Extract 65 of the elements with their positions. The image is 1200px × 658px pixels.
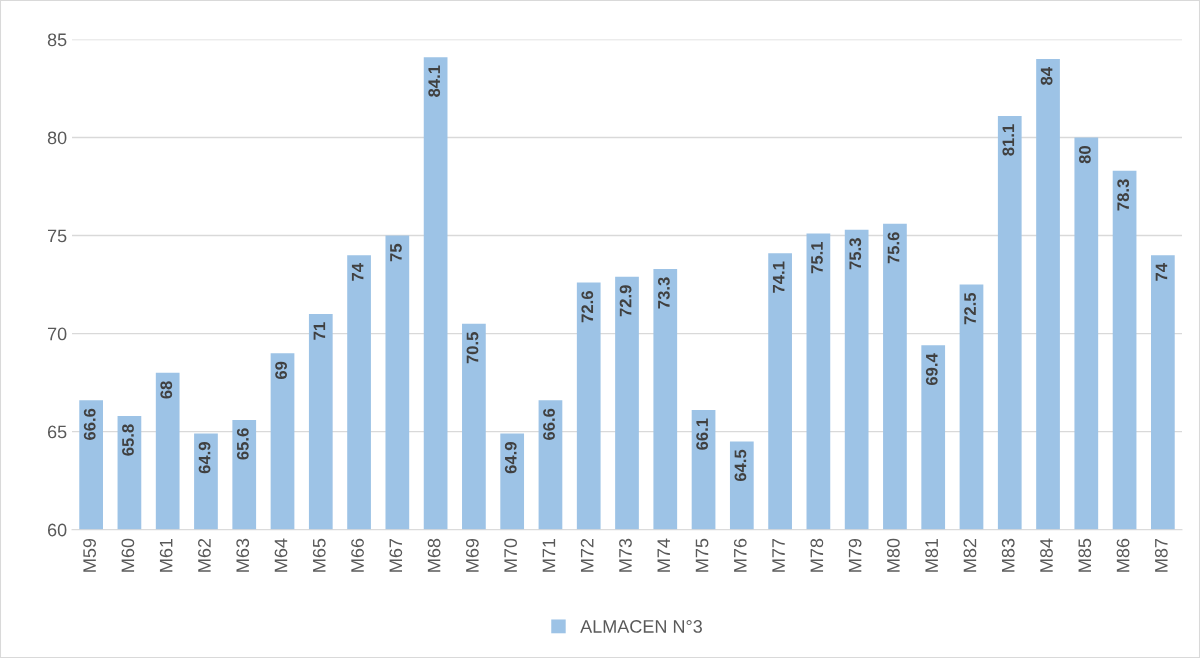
x-tick-label: M72 — [580, 538, 594, 572]
x-tick-label: M86 — [1116, 538, 1130, 572]
data-label: 75.1 — [811, 241, 823, 274]
x-tick-label: M82 — [963, 538, 977, 572]
y-tick-label: 65 — [47, 425, 67, 439]
x-tick-label: M66 — [351, 538, 364, 572]
x-tick-label: M70 — [504, 538, 518, 572]
data-label: 66.1 — [696, 418, 709, 450]
x-tick-label: M59 — [83, 538, 96, 572]
data-label: 65.8 — [122, 424, 134, 456]
x-tick-label: M71 — [542, 538, 556, 572]
data-label: 64.9 — [504, 442, 517, 474]
data-label: 70.5 — [466, 332, 479, 364]
data-label: 84 — [1040, 67, 1053, 85]
y-tick-label: 60 — [47, 523, 67, 537]
data-label: 66.6 — [543, 408, 555, 440]
y-tick-label: 70 — [47, 327, 67, 341]
y-tick-label: 80 — [47, 131, 67, 145]
x-tick-label: M73 — [619, 538, 632, 572]
data-label: 74.1 — [772, 261, 785, 293]
x-tick-label: M67 — [389, 538, 403, 572]
x-tick-label: M68 — [427, 538, 441, 572]
data-label: 71 — [313, 322, 326, 340]
data-label: 65.6 — [236, 428, 249, 460]
data-label: 75.6 — [887, 232, 900, 264]
legend-label: ALMACEN N°3 — [580, 620, 702, 633]
data-label: 64.9 — [198, 442, 211, 474]
data-label: 66.6 — [83, 408, 96, 440]
data-label: 64.5 — [734, 449, 747, 482]
data-label: 80 — [1078, 146, 1091, 164]
data-label: 84.1 — [428, 65, 441, 97]
x-tick-label: M79 — [848, 538, 862, 572]
y-tick-label: 75 — [47, 229, 67, 243]
data-label: 75.3 — [849, 238, 862, 270]
x-tick-label: M69 — [465, 538, 479, 572]
x-tick-label: M74 — [657, 538, 670, 572]
x-tick-label: M64 — [274, 538, 288, 572]
data-label: 74 — [1155, 263, 1168, 281]
data-label: 68 — [160, 381, 173, 399]
x-tick-label: M65 — [312, 538, 326, 572]
x-tick-label: M63 — [236, 538, 250, 572]
data-label: 75 — [390, 243, 402, 262]
y-tick-label: 85 — [47, 33, 67, 47]
x-tick-label: M87 — [1154, 538, 1168, 572]
data-label: 72.6 — [581, 291, 594, 323]
data-label: 74 — [351, 263, 364, 281]
data-label: 73.3 — [657, 277, 670, 309]
data-label: 69.4 — [925, 353, 938, 386]
x-tick-label: M85 — [1078, 538, 1092, 572]
data-label: 72.5 — [964, 292, 976, 325]
x-tick-label: M60 — [121, 538, 135, 572]
data-label: 78.3 — [1117, 179, 1130, 211]
x-tick-label: M80 — [886, 538, 900, 572]
x-tick-label: M83 — [1001, 538, 1015, 572]
x-tick-label: M78 — [810, 538, 824, 572]
x-tick-label: M84 — [1040, 538, 1053, 572]
x-tick-label: M61 — [159, 538, 173, 572]
x-tick-label: M81 — [925, 538, 939, 572]
x-tick-label: M75 — [695, 538, 709, 572]
data-label: 72.9 — [619, 285, 632, 317]
x-tick-label: M76 — [733, 538, 747, 572]
x-tick-label: M62 — [198, 538, 211, 572]
data-label: 69 — [275, 361, 287, 379]
x-tick-label: M77 — [772, 538, 785, 572]
data-label: 81.1 — [1002, 124, 1015, 156]
